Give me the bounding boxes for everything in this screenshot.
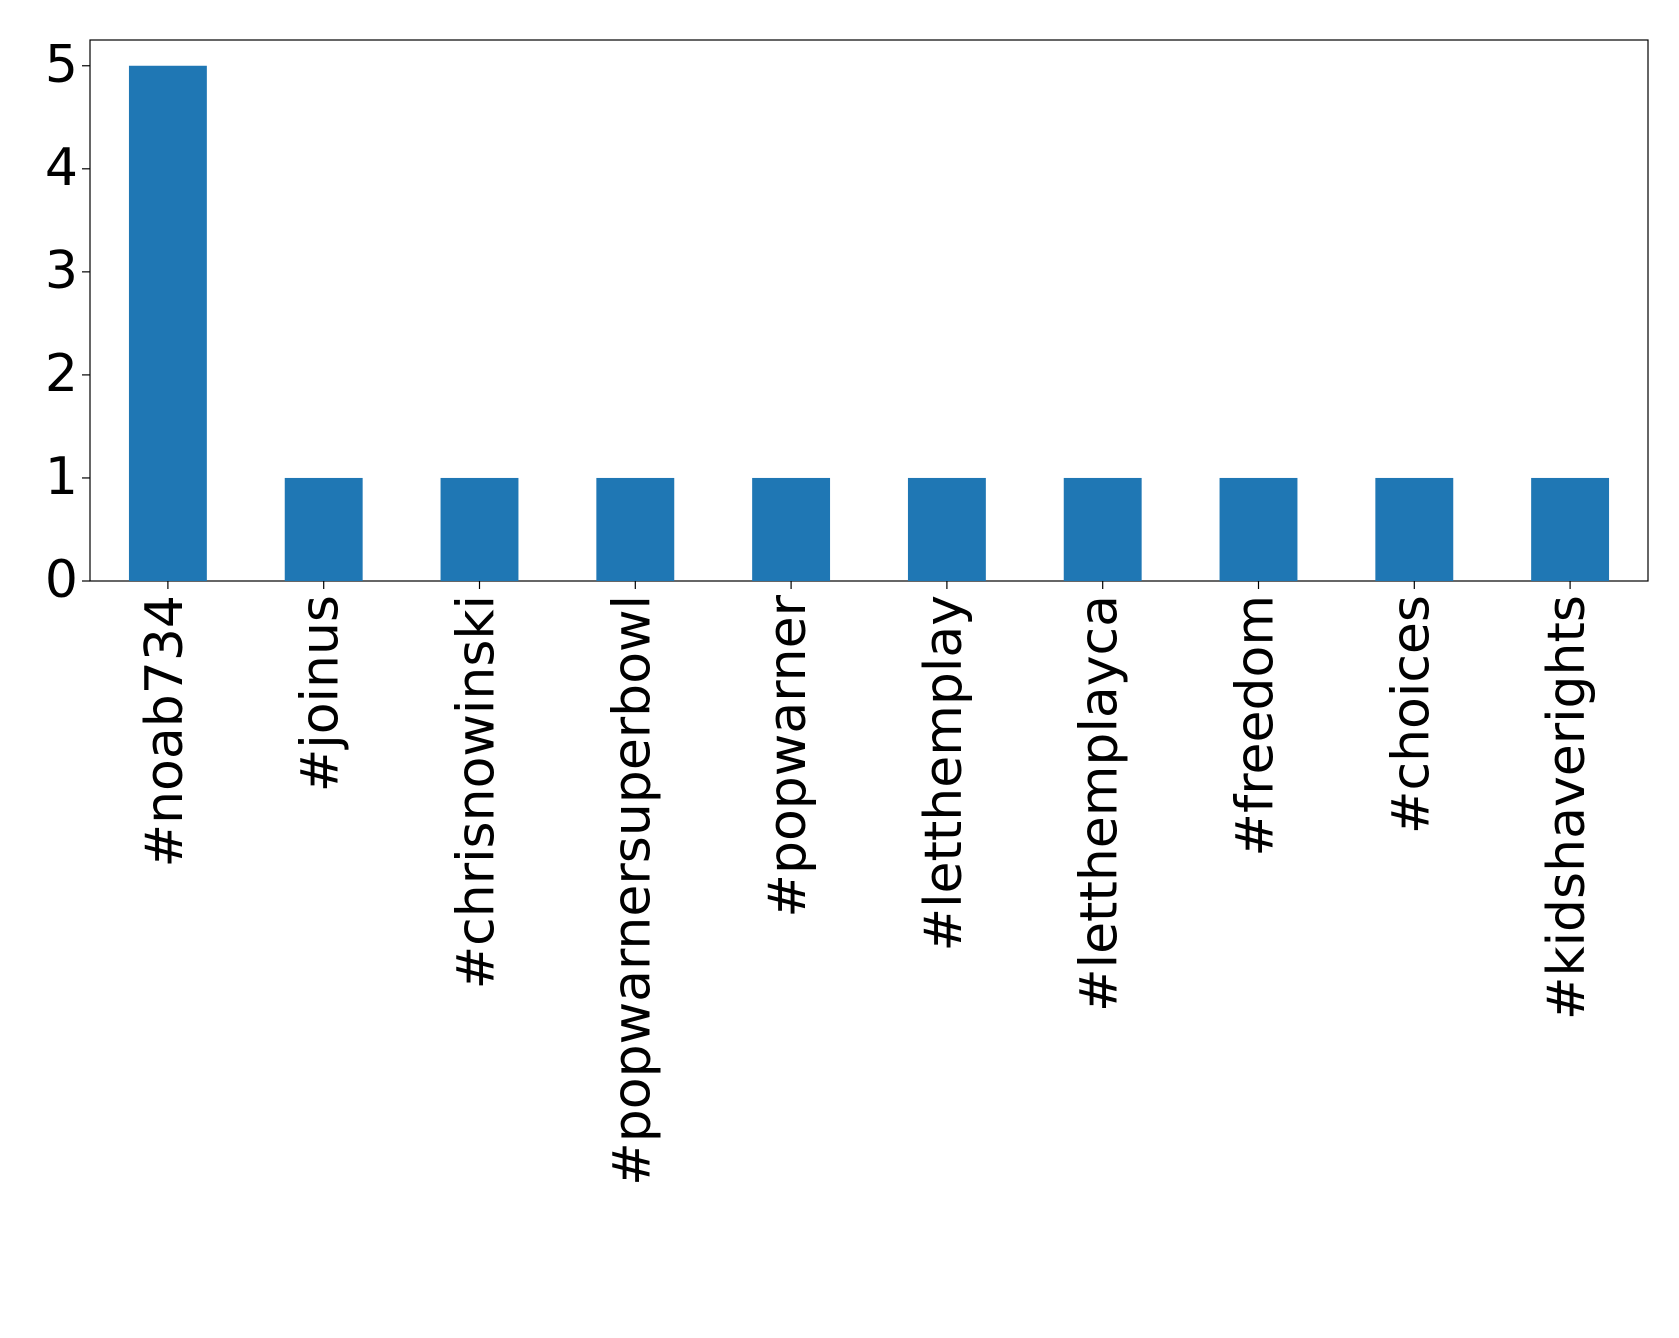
y-tick-label: 2 <box>45 344 78 404</box>
bar <box>284 477 363 581</box>
y-tick-label: 1 <box>45 447 78 507</box>
plot-frame <box>89 39 1649 582</box>
x-tick-label: #popwarner <box>758 594 818 917</box>
bar <box>596 477 675 581</box>
y-tick-label: 4 <box>45 138 78 198</box>
bar <box>1219 477 1298 581</box>
bar <box>907 477 986 581</box>
bar <box>128 65 207 581</box>
bar <box>1063 477 1142 581</box>
x-tick-label: #joinus <box>291 595 351 792</box>
x-tick-label: #letthemplay <box>914 595 974 951</box>
x-tick-label: #freedom <box>1226 595 1286 857</box>
x-tick-label: #letthemplayca <box>1070 595 1130 1012</box>
x-tick-label: #kidshaverights <box>1537 595 1597 1020</box>
y-tick-label: 3 <box>45 241 78 301</box>
bar <box>752 477 831 581</box>
y-tick-label: 0 <box>45 550 78 610</box>
bar <box>1531 477 1610 581</box>
x-tick-label: #choices <box>1381 595 1441 834</box>
bar <box>1375 477 1454 581</box>
x-tick-label: #chrisnowinski <box>447 595 507 989</box>
x-tick-label: #noab734 <box>135 595 195 867</box>
bar <box>440 477 519 581</box>
y-tick-label: 5 <box>45 35 78 95</box>
x-tick-label: #popwarnersuperbowl <box>602 595 662 1186</box>
